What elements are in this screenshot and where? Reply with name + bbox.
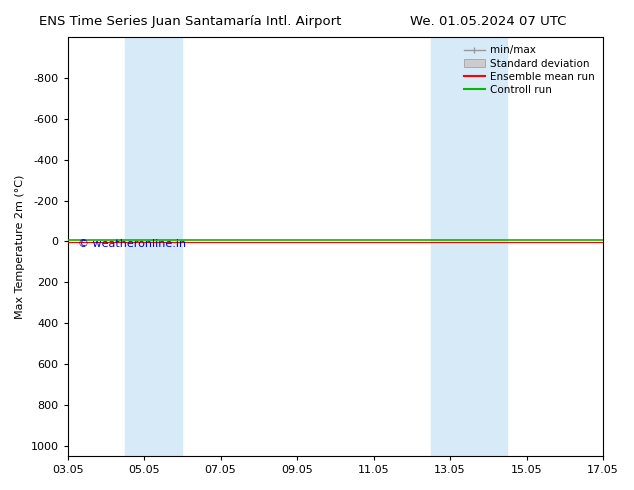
- Bar: [125, 37, 183, 456]
- Y-axis label: Max Temperature 2m (°C): Max Temperature 2m (°C): [15, 174, 25, 318]
- Legend: min/max, Standard deviation, Ensemble mean run, Controll run: min/max, Standard deviation, Ensemble me…: [461, 42, 598, 98]
- Text: We. 01.05.2024 07 UTC: We. 01.05.2024 07 UTC: [410, 15, 566, 28]
- Text: ENS Time Series Juan Santamaría Intl. Airport: ENS Time Series Juan Santamaría Intl. Ai…: [39, 15, 341, 28]
- Bar: [431, 37, 507, 456]
- Text: © weatheronline.in: © weatheronline.in: [78, 240, 186, 249]
